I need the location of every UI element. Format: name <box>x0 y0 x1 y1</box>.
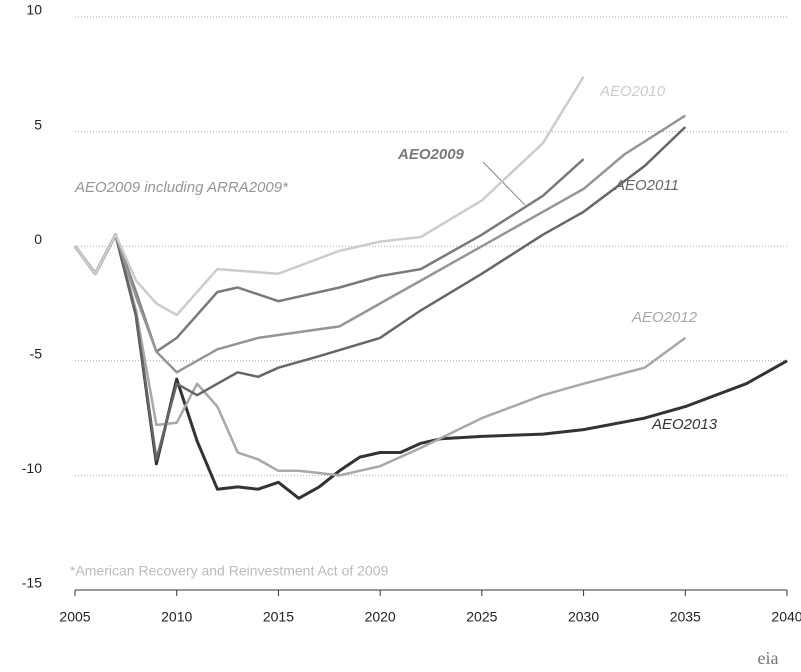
series-label: AEO2012 <box>631 309 698 326</box>
series-line <box>73 114 686 374</box>
logo: eia <box>758 648 779 668</box>
x-tick-label: 2005 <box>59 609 90 625</box>
series-line <box>73 126 687 461</box>
y-tick-label: -10 <box>22 460 42 476</box>
y-tick-label: 0 <box>34 231 42 247</box>
x-tick-label: 2025 <box>466 609 497 625</box>
series-line <box>73 233 687 477</box>
x-tick-label: 2030 <box>568 609 599 625</box>
x-tick-label: 2020 <box>365 609 396 625</box>
y-tick-label: 10 <box>26 2 42 18</box>
x-tick-label: 2015 <box>263 609 294 625</box>
series-label: AEO2009 <box>397 146 465 163</box>
series-line <box>73 75 585 317</box>
y-tick-label: -15 <box>22 575 42 591</box>
y-tick-label: -5 <box>30 346 43 362</box>
leader-line <box>482 161 526 206</box>
y-tick-label: 5 <box>34 116 42 132</box>
series-label: AEO2013 <box>651 416 718 433</box>
series-label: AEO2010 <box>599 83 666 100</box>
footnote: *American Recovery and Reinvestment Act … <box>70 563 388 579</box>
x-tick-label: 2040 <box>771 609 801 625</box>
x-tick-label: 2010 <box>161 609 192 625</box>
x-tick-label: 2035 <box>670 609 701 625</box>
series-label: AEO2011 <box>614 177 679 194</box>
series-label: AEO2009 including ARRA2009* <box>74 179 289 196</box>
